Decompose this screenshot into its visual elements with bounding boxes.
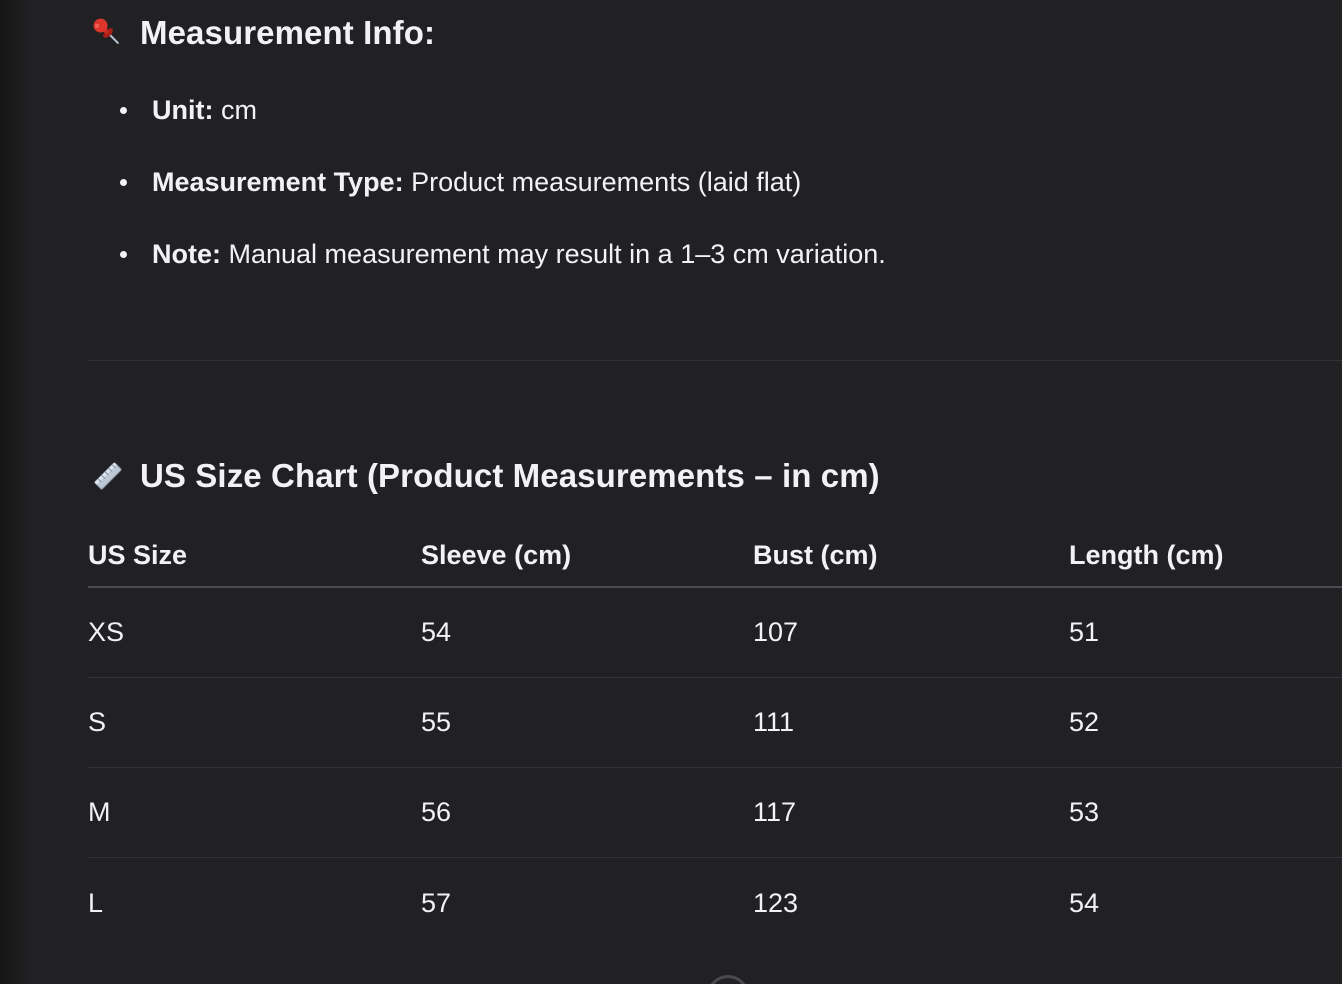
column-header-sleeve: Sleeve (cm)	[421, 539, 572, 570]
measurement-info-title: Measurement Info:	[140, 14, 436, 51]
bullet-icon	[120, 250, 127, 258]
cell-sleeve: 55	[421, 707, 452, 737]
bullet-text: Note: Manual measurement may result in a…	[152, 236, 886, 272]
bullet-text: Unit: cm	[152, 92, 257, 128]
cell-sleeve: 56	[421, 797, 452, 827]
ruler-icon	[88, 456, 128, 496]
section-divider	[88, 360, 1342, 361]
list-item-note: Note: Manual measurement may result in a…	[88, 218, 1302, 290]
scroll-indicator-ring	[707, 975, 749, 984]
measurement-info-list: Unit: cm Measurement Type: Product measu…	[88, 74, 1302, 290]
bullet-icon	[120, 106, 127, 114]
table-row-xs: XS 54 107 51	[88, 588, 1342, 678]
cell-size: L	[88, 887, 104, 918]
bullet-text: Measurement Type: Product measurements (…	[152, 164, 801, 200]
column-header-us-size: US Size	[88, 539, 188, 570]
cell-bust: 107	[753, 617, 799, 647]
cell-sleeve: 57	[421, 887, 452, 918]
size-chart-title: US Size Chart (Product Measurements – in…	[140, 457, 880, 494]
bullet-label: Measurement Type:	[152, 167, 404, 197]
left-edge-shadow	[0, 0, 30, 984]
table-row-s: S 55 111 52	[88, 678, 1342, 768]
table-header-row: US Size Sleeve (cm) Bust (cm) Length (cm…	[88, 524, 1342, 588]
list-item-measurement-type: Measurement Type: Product measurements (…	[88, 146, 1302, 218]
pushpin-icon	[88, 13, 128, 53]
column-header-length: Length (cm)	[1069, 539, 1224, 570]
column-header-bust: Bust (cm)	[753, 539, 878, 570]
size-chart-table: US Size Sleeve (cm) Bust (cm) Length (cm…	[88, 524, 1342, 948]
cell-length: 51	[1069, 617, 1100, 647]
table-row-m: M 56 117 53	[88, 768, 1342, 858]
cell-size: S	[88, 707, 107, 737]
cell-bust: 123	[753, 887, 799, 918]
cell-length: 54	[1069, 887, 1100, 918]
bullet-label: Note:	[152, 239, 221, 269]
cell-length: 52	[1069, 707, 1100, 737]
cell-length: 53	[1069, 797, 1100, 827]
cell-size: M	[88, 797, 111, 827]
size-chart-heading: US Size Chart (Product Measurements – in…	[88, 455, 880, 497]
bullet-value: Product measurements (laid flat)	[403, 167, 802, 197]
list-item-unit: Unit: cm	[88, 74, 1302, 146]
bullet-value: Manual measurement may result in a 1–3 c…	[221, 239, 886, 269]
bullet-label: Unit:	[152, 95, 214, 125]
measurement-info-heading: Measurement Info:	[88, 12, 435, 54]
cell-sleeve: 54	[421, 617, 452, 647]
table-row-l: L 57 123 54	[88, 858, 1342, 948]
cell-bust: 117	[753, 797, 797, 827]
bullet-icon	[120, 178, 127, 186]
cell-bust: 111	[753, 707, 795, 737]
bullet-value: cm	[213, 95, 257, 125]
cell-size: XS	[88, 617, 125, 647]
